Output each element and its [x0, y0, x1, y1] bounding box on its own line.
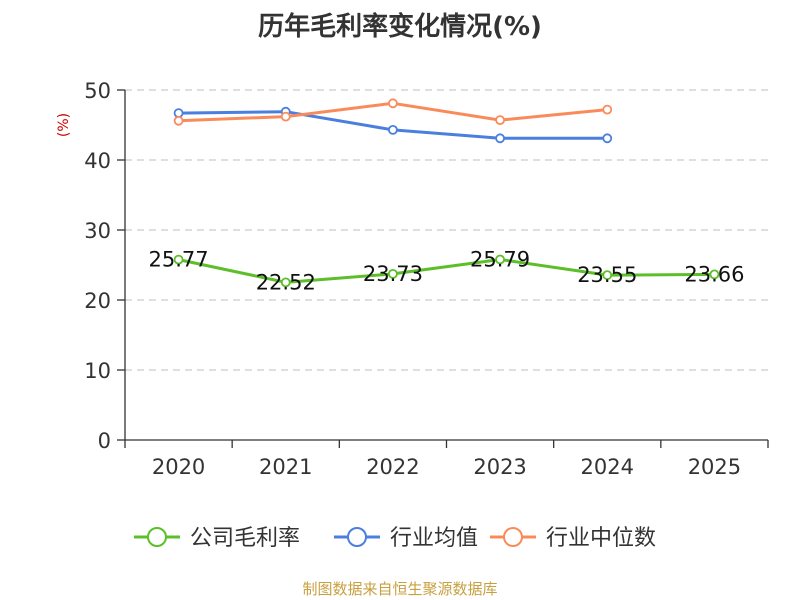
- data-label-2021: 22.52: [256, 270, 316, 294]
- legend-item-0: 公司毛利率: [134, 526, 300, 551]
- data-label-2025: 23.66: [684, 262, 744, 286]
- series-0-point-2025: [709, 269, 720, 280]
- series-layer: [173, 98, 720, 288]
- series-0-point-2023: [495, 254, 505, 265]
- data-label-2022: 23.73: [363, 262, 423, 286]
- legend-label-1: 行业均值: [390, 526, 478, 551]
- x-tick-label-2022: 2022: [366, 455, 419, 479]
- chart-title: 历年毛利率变化情况(%): [258, 12, 542, 42]
- series-2-point-2023: [495, 115, 505, 125]
- y-tick-label-10: 10: [84, 359, 111, 383]
- y-tick-label-20: 20: [84, 289, 111, 313]
- legend: 公司毛利率 行业均值 行业中位数: [134, 526, 656, 551]
- series-2-point-2021: [280, 111, 291, 122]
- x-tick-label-2021: 2021: [259, 455, 312, 479]
- label-layer: 25.77 22.52 23.73 25.79 23.55 23.66: [149, 247, 745, 294]
- series-2-point-2022: [388, 98, 398, 109]
- y-tick-label-40: 40: [84, 149, 111, 173]
- x-tick-label-2020: 2020: [152, 455, 205, 479]
- axis-layer: 0 10 20 30 40 50 2020 2021 2022 2023 2024 2025: [84, 79, 769, 479]
- legend-swatch-marker-2: [503, 527, 523, 547]
- series-0-point-2021: [280, 277, 291, 288]
- series-2-point-2024: [602, 104, 613, 115]
- series-1-point-2023: [495, 133, 505, 144]
- x-tick-label-2024: 2024: [581, 455, 634, 479]
- x-tick-label-2023: 2023: [473, 455, 526, 479]
- series-1-point-2022: [388, 124, 398, 135]
- legend-swatch-marker-1: [347, 527, 367, 547]
- y-tick-label-0: 0: [98, 429, 111, 453]
- y-tick-label-50: 50: [84, 79, 111, 103]
- y-tick-label-30: 30: [84, 219, 111, 243]
- x-tick-label-2025: 2025: [688, 455, 741, 479]
- legend-label-2: 行业中位数: [546, 526, 656, 551]
- grid-layer: [125, 89, 768, 371]
- series-0-point-2020: [173, 254, 184, 265]
- source-note: 制图数据来自恒生聚源数据库: [302, 580, 498, 598]
- series-2-point-2020: [173, 115, 184, 126]
- legend-label-0: 公司毛利率: [190, 526, 300, 551]
- series-1-point-2020: [173, 108, 184, 118]
- data-label-2020: 25.77: [149, 248, 209, 272]
- legend-swatch-marker-0: [147, 527, 167, 547]
- series-1-point-2024: [602, 133, 613, 144]
- series-line-0: [178, 257, 715, 284]
- legend-item-1: 行业均值: [334, 526, 478, 551]
- series-0-point-2022: [388, 268, 398, 279]
- series-0-point-2024: [602, 270, 613, 281]
- data-label-2024: 23.55: [577, 263, 637, 287]
- legend-item-2: 行业中位数: [490, 526, 656, 551]
- y-axis-title: (%): [56, 113, 72, 137]
- data-label-2023: 25.79: [470, 247, 530, 271]
